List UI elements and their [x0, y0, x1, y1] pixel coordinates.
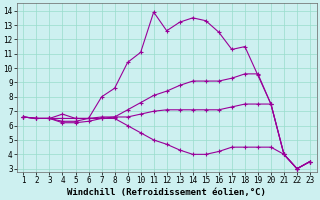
X-axis label: Windchill (Refroidissement éolien,°C): Windchill (Refroidissement éolien,°C) [67, 188, 266, 197]
